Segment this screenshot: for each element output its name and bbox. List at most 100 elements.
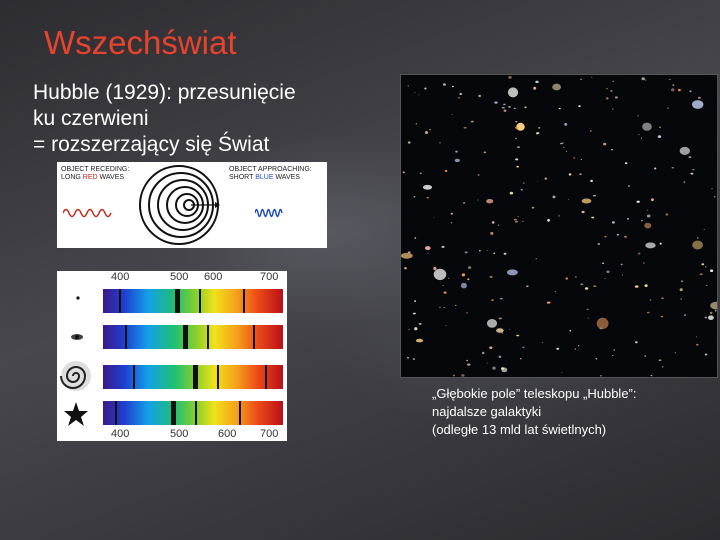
absorption-lines <box>115 289 267 425</box>
galaxy-dot <box>602 262 605 264</box>
galaxy-dot <box>580 78 583 80</box>
galaxy-dot <box>593 285 597 287</box>
galaxy-dot <box>674 352 676 354</box>
galaxy-dot <box>503 109 507 112</box>
wavelength-tick: 600 <box>204 271 223 283</box>
wavelength-tick: 500 <box>170 428 189 440</box>
galaxy-dot <box>637 252 641 255</box>
galaxy-dot <box>508 106 511 108</box>
galaxy-dot <box>697 96 701 99</box>
galaxy-dot <box>563 146 565 148</box>
galaxy-dot <box>441 245 445 248</box>
galaxy-dot <box>562 142 564 144</box>
galaxy-dot <box>407 85 409 87</box>
galaxy-dot <box>509 191 514 195</box>
galaxy-dot <box>535 80 539 83</box>
galaxy-dot <box>581 198 592 204</box>
galaxy-dot <box>503 103 506 106</box>
galaxy-dot <box>489 346 493 350</box>
galaxy-dot <box>517 216 519 218</box>
subtitle-line: = rozszerzający się Świat <box>33 133 270 156</box>
galaxy-dot <box>535 258 538 260</box>
galaxy-dot <box>711 188 713 189</box>
galaxy-dot <box>494 101 498 104</box>
subtitle-line: ku czerwieni <box>33 107 149 130</box>
galaxy-dot <box>424 131 429 134</box>
galaxy-dot <box>579 173 582 176</box>
galaxy-dot <box>642 262 645 264</box>
galaxy-dot <box>644 79 647 81</box>
galaxy-dot <box>533 86 537 90</box>
galaxy-dot <box>414 237 417 239</box>
galaxy-dot <box>520 188 523 191</box>
galaxy-dot <box>590 179 593 183</box>
galaxy-dot <box>489 276 493 278</box>
galaxy-dot <box>501 332 504 334</box>
galaxy-dot <box>408 329 410 331</box>
galaxy-dot <box>595 358 598 360</box>
galaxy-dot <box>634 341 638 344</box>
wavelength-tick: 400 <box>111 428 130 440</box>
galaxy-dot <box>671 88 675 92</box>
galaxy-dot <box>705 284 708 286</box>
galaxy-dot <box>508 76 512 79</box>
galaxy-dot <box>490 232 494 235</box>
galaxy-dot <box>467 278 470 281</box>
galaxy-dot <box>439 142 441 144</box>
galaxy-dot <box>552 195 556 199</box>
galaxy-dot <box>404 267 407 270</box>
galaxy-dot <box>426 197 429 199</box>
galaxy-dot <box>658 126 662 128</box>
spectrum-bar <box>103 289 283 313</box>
galaxy-dot <box>651 198 654 202</box>
galaxy-dot <box>481 351 485 355</box>
galaxy-dot <box>642 122 652 131</box>
galaxy-dot <box>486 199 494 204</box>
galaxy-dot <box>612 108 614 110</box>
galaxy-dot <box>433 268 447 281</box>
red-wave-icon <box>63 208 112 218</box>
galaxy-dot <box>443 307 445 308</box>
caption-line: „Głębokie pole” teleskopu „Hubble”: <box>432 386 637 401</box>
galaxy-dot <box>508 329 511 330</box>
galaxy-dot <box>644 284 648 287</box>
galaxy-dot <box>443 291 447 294</box>
galaxy-dot <box>695 343 699 346</box>
galaxy-dot <box>610 90 613 92</box>
galaxy-dot <box>515 158 519 161</box>
galaxy-dot <box>692 100 704 109</box>
caption-line: (odległe 13 mld lat świetlnych) <box>432 422 607 437</box>
galaxy-dot <box>580 283 584 286</box>
approaching-label: OBJECT APPROACHING: SHORT BLUE WAVES <box>229 166 312 182</box>
galaxy-dot <box>696 336 697 338</box>
galaxy-dot <box>515 121 518 123</box>
galaxy-dot <box>537 181 538 182</box>
galaxy-dot <box>620 263 623 266</box>
galaxy-dot <box>680 280 684 283</box>
galaxy-dot <box>710 269 714 272</box>
galaxy-dot <box>659 242 662 245</box>
galaxy-dot <box>516 146 521 148</box>
galaxy-dot <box>493 252 496 255</box>
galaxy-dot <box>672 84 675 87</box>
galaxy-dot <box>454 158 460 163</box>
galaxy-dot <box>467 363 471 366</box>
galaxy-dot <box>566 150 568 152</box>
galaxy-dot <box>499 297 503 300</box>
galaxy-dot <box>407 141 411 144</box>
galaxy-dot <box>414 327 418 331</box>
galaxy-dot <box>516 334 520 337</box>
galaxy-dot <box>704 266 707 268</box>
galaxy-dot <box>624 235 627 238</box>
galaxy-dot <box>654 167 657 170</box>
deep-field-caption: „Głębokie pole” teleskopu „Hubble”: najd… <box>432 385 712 439</box>
galaxy-dot <box>412 358 416 360</box>
galaxy-dot <box>658 359 662 362</box>
galaxy-dot <box>604 236 607 238</box>
galaxy-dot <box>604 278 606 279</box>
galaxy-dot <box>600 375 602 377</box>
galaxy-dot <box>592 194 597 197</box>
hubble-deep-field-image <box>400 74 718 378</box>
galaxy-dot <box>684 314 686 316</box>
galaxy-dot <box>591 216 595 219</box>
